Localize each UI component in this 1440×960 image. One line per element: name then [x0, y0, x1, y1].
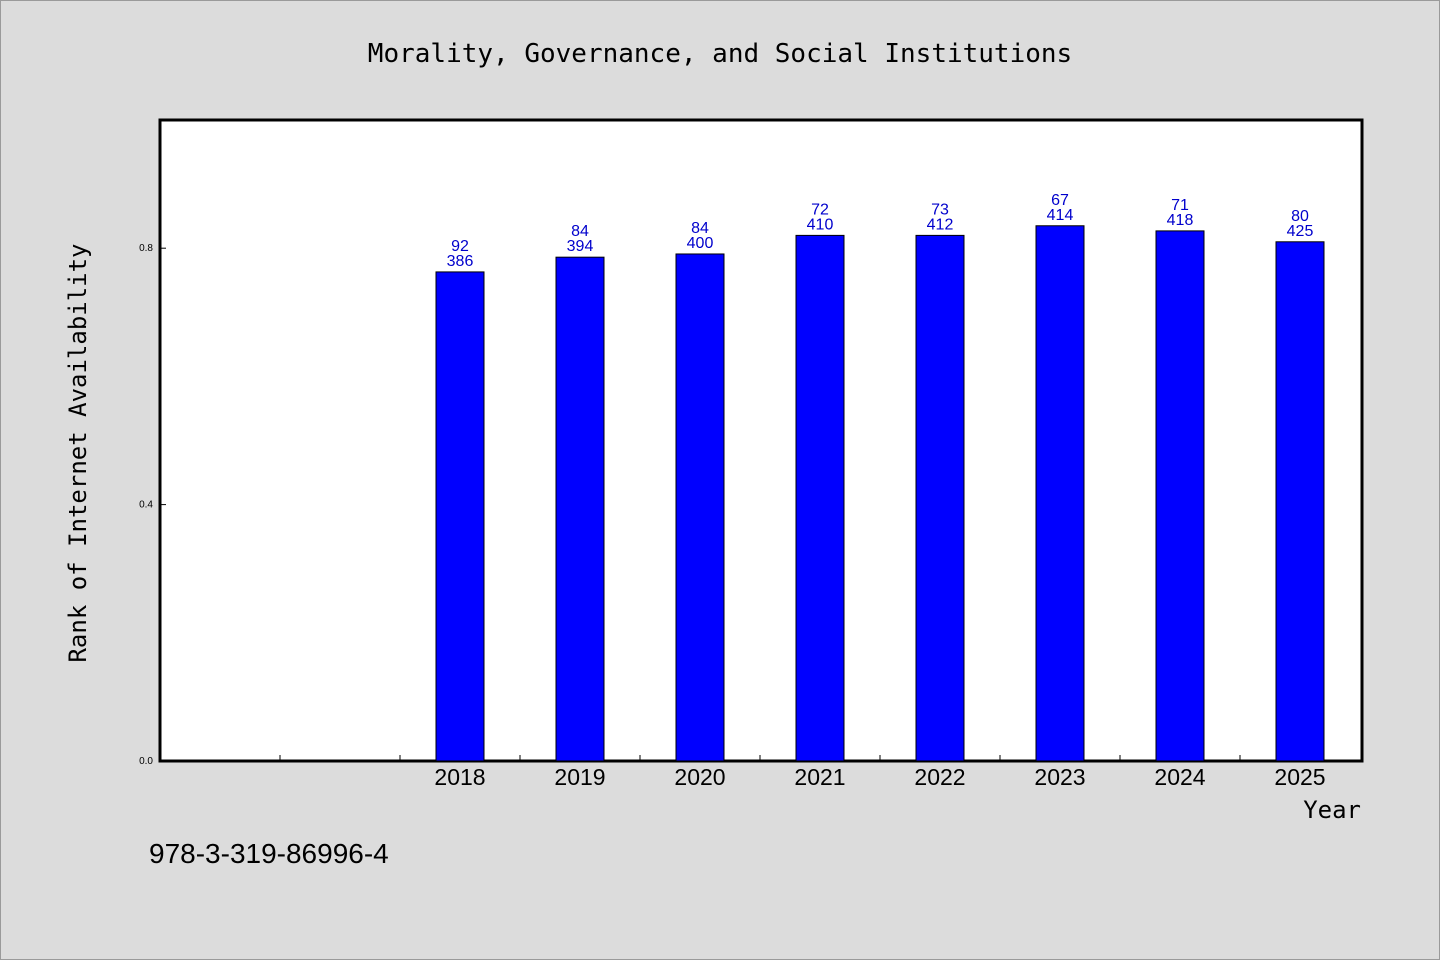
bar-2022	[915, 234, 965, 762]
y-tick-label-0.0: 0.0	[139, 756, 153, 767]
isbn-footer: 978-3-319-86996-4	[149, 838, 389, 869]
bar-label-bottom-2020: 400	[687, 235, 714, 252]
bar-label-top-2022: 73	[931, 201, 949, 218]
x-tick-label-2024: 2024	[1154, 764, 1205, 790]
bar-2018	[435, 271, 485, 762]
bar-label-top-2023: 67	[1051, 192, 1069, 209]
y-axis: 0.0 0.4 0.8	[139, 243, 166, 767]
x-axis: 2018 2019 2020 2021 2022 2023 2024 2025	[279, 755, 1326, 790]
bar-2019	[555, 256, 605, 762]
bar-label-top-2021: 72	[811, 201, 829, 218]
x-tick-label-2023: 2023	[1034, 764, 1085, 790]
x-tick-label-2019: 2019	[554, 764, 605, 790]
y-tick-label-0.8: 0.8	[139, 243, 153, 254]
x-tick-label-2020: 2020	[674, 764, 725, 790]
bar-label-bottom-2024: 418	[1167, 212, 1194, 229]
bar-label-bottom-2021: 410	[807, 216, 834, 233]
bar-label-top-2024: 71	[1171, 197, 1189, 214]
x-tick-label-2018: 2018	[434, 764, 485, 790]
bar-2020	[675, 253, 725, 762]
chart-title: Morality, Governance, and Social Institu…	[368, 39, 1072, 69]
bar-label-top-2025: 80	[1291, 208, 1309, 225]
bar-label-top-2019: 84	[571, 223, 589, 240]
x-tick-label-2025: 2025	[1274, 764, 1325, 790]
bars-layer	[435, 225, 1325, 762]
bar-label-top-2020: 84	[691, 220, 709, 237]
y-axis-title: Rank of Internet Availability	[64, 243, 92, 662]
y-tick-label-0.4: 0.4	[139, 500, 153, 511]
x-tick-label-2022: 2022	[914, 764, 965, 790]
bar-2024	[1155, 230, 1205, 762]
bar-label-bottom-2023: 414	[1047, 207, 1074, 224]
bar-2021	[795, 234, 845, 762]
bar-label-bottom-2019: 394	[567, 238, 594, 255]
bar-label-bottom-2018: 386	[447, 253, 474, 270]
x-axis-title: Year	[1303, 796, 1361, 824]
x-tick-label-2021: 2021	[794, 764, 845, 790]
bar-label-top-2018: 92	[451, 238, 469, 255]
bar-2023	[1035, 225, 1085, 762]
bar-2025	[1275, 241, 1325, 762]
bar-label-bottom-2025: 425	[1287, 223, 1314, 240]
bar-label-bottom-2022: 412	[927, 216, 954, 233]
